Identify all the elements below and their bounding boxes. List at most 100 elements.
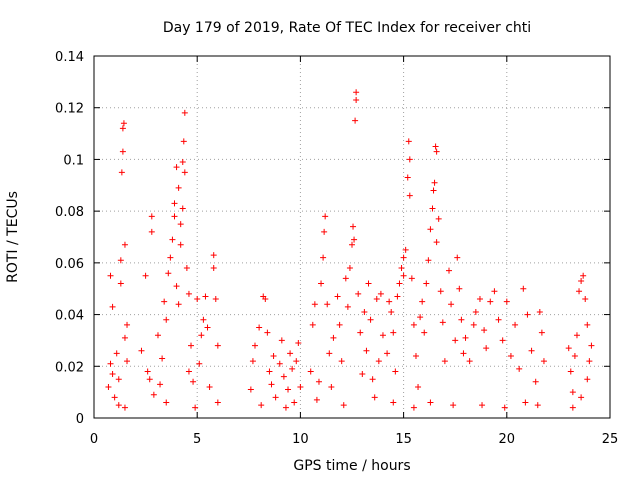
data-point (171, 213, 178, 220)
data-point (179, 205, 186, 212)
data-point (315, 378, 322, 385)
data-point (185, 290, 192, 297)
data-point (353, 89, 360, 96)
data-point (270, 352, 277, 359)
data-point (400, 254, 407, 261)
data-point (293, 358, 300, 365)
data-point (107, 360, 114, 367)
data-point (410, 321, 417, 328)
data-point (406, 192, 413, 199)
chart-title: Day 179 of 2019, Rate Of TEC Index for r… (163, 20, 531, 36)
data-point (311, 301, 318, 308)
data-point (365, 280, 372, 287)
data-point (491, 288, 498, 295)
data-point (375, 358, 382, 365)
data-point (588, 342, 595, 349)
data-point (351, 236, 358, 243)
x-tick-label: 20 (499, 432, 516, 447)
data-point (501, 404, 508, 411)
data-point (578, 277, 585, 284)
data-point (297, 383, 304, 390)
data-point (322, 213, 329, 220)
data-point (121, 404, 128, 411)
data-point (410, 404, 417, 411)
data-point (247, 386, 254, 393)
data-point (470, 321, 477, 328)
data-point (398, 265, 405, 272)
data-point (173, 283, 180, 290)
data-point (180, 138, 187, 145)
data-point (573, 332, 580, 339)
data-point (361, 308, 368, 315)
data-point (404, 174, 411, 181)
y-tick-label: 0.08 (55, 205, 84, 220)
data-point (154, 332, 161, 339)
data-point (379, 332, 386, 339)
data-point (334, 293, 341, 300)
data-point (105, 383, 112, 390)
data-point (476, 296, 483, 303)
data-point (179, 159, 186, 166)
data-point (427, 226, 434, 233)
data-point (565, 345, 572, 352)
data-point (165, 270, 172, 277)
data-point (462, 334, 469, 341)
data-point (171, 200, 178, 207)
data-point (144, 368, 151, 375)
data-point (512, 321, 519, 328)
data-point (460, 350, 467, 357)
y-tick-label: 0.1 (63, 153, 84, 168)
data-point (318, 280, 325, 287)
data-point (190, 378, 197, 385)
data-point (115, 402, 122, 409)
data-point (249, 358, 256, 365)
data-point (528, 347, 535, 354)
data-point (148, 228, 155, 235)
data-point (287, 350, 294, 357)
data-point (425, 257, 432, 264)
data-point (441, 358, 448, 365)
data-point (357, 329, 364, 336)
data-point (439, 319, 446, 326)
data-point (534, 402, 541, 409)
data-point (432, 143, 439, 150)
data-point (353, 96, 360, 103)
data-point (157, 381, 164, 388)
data-point (258, 402, 265, 409)
data-point (580, 272, 587, 279)
data-point (386, 298, 393, 305)
data-point (328, 383, 335, 390)
data-point (567, 368, 574, 375)
y-tick-labels: 0 0.02 0.04 0.06 0.08 0.1 0.12 0.14 (55, 50, 84, 427)
data-point (295, 340, 302, 347)
data-point (499, 337, 506, 344)
data-point (479, 402, 486, 409)
data-point (121, 241, 128, 248)
data-point (163, 399, 170, 406)
data-point (384, 350, 391, 357)
data-point (150, 391, 157, 398)
data-point (307, 368, 314, 375)
grid (94, 56, 610, 418)
data-point (107, 272, 114, 279)
data-point (412, 352, 419, 359)
data-point (336, 321, 343, 328)
data-point (524, 311, 531, 318)
data-point (181, 169, 188, 176)
data-point (272, 394, 279, 401)
data-point (117, 257, 124, 264)
data-point (124, 358, 131, 365)
data-point (430, 187, 437, 194)
data-point (256, 324, 263, 331)
data-point (169, 236, 176, 243)
data-point (396, 280, 403, 287)
data-point (454, 254, 461, 261)
data-point (350, 223, 357, 230)
data-point (159, 355, 166, 362)
data-point (408, 275, 415, 282)
data-point (415, 383, 422, 390)
data-point (569, 389, 576, 396)
data-point (120, 120, 127, 127)
x-tick-label: 15 (395, 432, 412, 447)
